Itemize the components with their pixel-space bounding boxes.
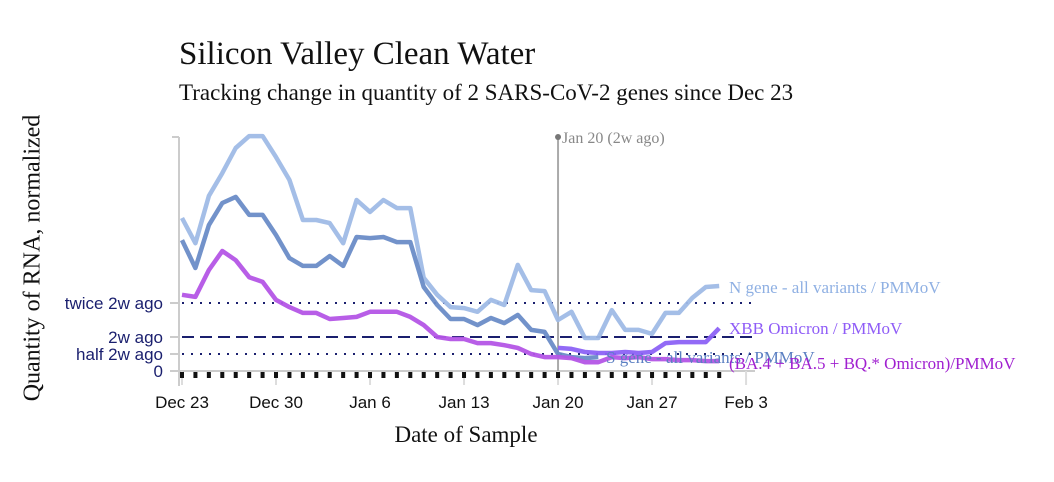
y-tick-label: half 2w ago [76, 345, 163, 364]
sample-marker [274, 372, 279, 378]
series-label: XBB Omicron / PMMoV [729, 319, 903, 338]
sample-marker [341, 372, 346, 378]
sample-marker [448, 372, 453, 378]
sample-marker [650, 372, 655, 378]
sample-marker [623, 372, 628, 378]
sample-marker [394, 372, 399, 378]
x-tick-label: Jan 20 [533, 393, 584, 412]
series-line [181, 248, 720, 365]
sample-marker [327, 372, 332, 378]
series-label: N gene - all variants / PMMoV [729, 278, 941, 297]
sample-marker [462, 372, 467, 378]
annotation-dot [555, 134, 562, 140]
sample-marker [435, 372, 440, 378]
sample-marker [233, 372, 238, 378]
sample-marker [381, 372, 386, 378]
sample-marker [717, 372, 722, 378]
sample-marker [475, 372, 480, 378]
sample-marker [609, 372, 614, 378]
series-line [180, 133, 720, 341]
sample-marker [421, 372, 426, 378]
sample-marker [690, 372, 695, 378]
sample-marker [180, 372, 184, 378]
sample-marker [515, 372, 520, 378]
x-tick-label: Jan 6 [349, 393, 391, 412]
chart-subtitle: Tracking change in quantity of 2 SARS-Co… [179, 80, 794, 105]
sample-marker [247, 372, 252, 378]
y-tick-label: 0 [154, 362, 163, 381]
y-tick-label: twice 2w ago [65, 294, 163, 313]
series-label: S gene - all variants / PMMoV [606, 348, 815, 367]
x-tick-label: Jan 13 [439, 393, 490, 412]
sample-marker [408, 372, 413, 378]
sample-marker [354, 372, 359, 378]
sample-marker [542, 372, 547, 378]
y-tick-label: 2w ago [108, 328, 163, 347]
sample-marker [287, 372, 292, 378]
sample-marker [703, 372, 708, 378]
x-tick-label: Feb 3 [724, 393, 767, 412]
sample-marker [206, 372, 211, 378]
sample-marker [636, 372, 641, 378]
sample-marker [556, 372, 561, 378]
series-label: (BA.4 + BA.5 + BQ.* Omicron)/PMMoV [729, 354, 1016, 373]
sample-marker [596, 372, 601, 378]
sample-marker [502, 372, 507, 378]
sample-marker [300, 372, 305, 378]
sample-marker [569, 372, 574, 378]
x-tick-label: Dec 30 [249, 393, 303, 412]
chart-title: Silicon Valley Clean Water [179, 36, 536, 72]
x-tick-label: Dec 23 [155, 393, 209, 412]
sample-marker [193, 372, 198, 378]
sample-marker [220, 372, 225, 378]
series-line [557, 326, 721, 356]
series-line [179, 194, 599, 361]
sample-marker [582, 372, 587, 378]
annotation-label: Jan 20 (2w ago) [562, 130, 665, 147]
sample-marker [368, 372, 373, 378]
sample-marker [314, 372, 319, 378]
x-tick-label: Jan 27 [627, 393, 678, 412]
sample-marker [663, 372, 668, 378]
sample-marker [488, 372, 493, 378]
x-axis-title: Date of Sample [394, 422, 538, 447]
sample-marker [529, 372, 534, 378]
sample-marker [676, 372, 681, 378]
sample-marker [260, 372, 265, 378]
